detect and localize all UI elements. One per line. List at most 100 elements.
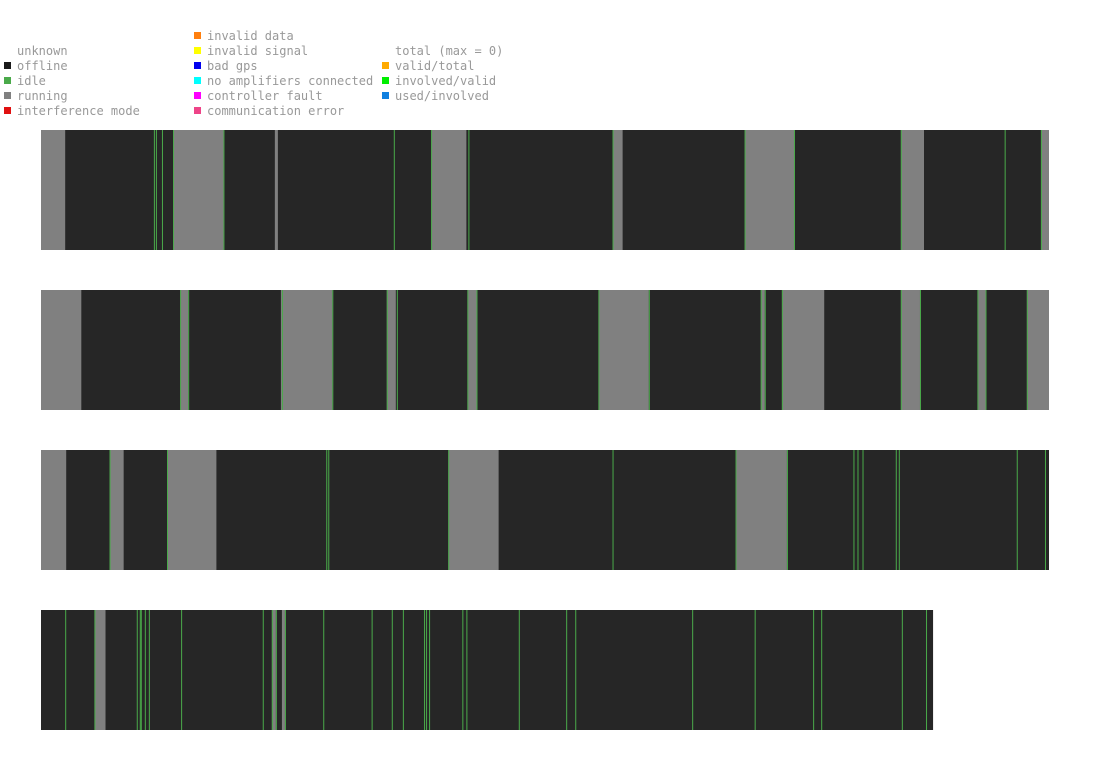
legend-label: interference mode — [17, 104, 140, 118]
idle-mark — [901, 610, 903, 730]
legend-label: involved/valid — [395, 74, 497, 88]
idle-mark — [1004, 130, 1006, 250]
idle-mark — [813, 610, 815, 730]
legend-swatch-interference-mode — [4, 107, 11, 114]
idle-mark — [180, 290, 182, 410]
legend-label: idle — [17, 74, 46, 88]
running-segment — [281, 610, 285, 730]
legend-swatch-running — [4, 92, 11, 99]
idle-mark — [977, 290, 979, 410]
idle-mark — [575, 610, 577, 730]
idle-mark — [786, 450, 788, 570]
idle-mark — [65, 610, 67, 730]
idle-mark — [148, 610, 150, 730]
running-segment — [41, 130, 66, 250]
idle-mark — [328, 450, 330, 570]
idle-mark — [223, 130, 225, 250]
idle-mark — [598, 290, 600, 410]
running-segment — [1040, 130, 1049, 250]
idle-mark — [566, 610, 568, 730]
legend-swatch-no-amplifiers-connected — [194, 77, 201, 84]
idle-mark — [1044, 450, 1046, 570]
idle-mark — [391, 610, 393, 730]
idle-mark — [857, 450, 859, 570]
running-segment — [612, 130, 623, 250]
running-segment — [977, 290, 986, 410]
idle-mark — [462, 610, 464, 730]
legend-swatch-idle — [4, 77, 11, 84]
idle-mark — [181, 610, 183, 730]
idle-mark — [985, 290, 987, 410]
legend-label: unknown — [17, 44, 68, 58]
legend-swatch-invalid-signal — [194, 47, 201, 54]
running-segment — [467, 290, 478, 410]
legend-swatch-involved-valid — [382, 77, 389, 84]
idle-mark — [754, 610, 756, 730]
idle-mark — [173, 130, 175, 250]
legend-swatch-used-involved — [382, 92, 389, 99]
legend-label: valid/total — [395, 59, 475, 73]
running-segment — [41, 450, 67, 570]
idle-mark — [1026, 290, 1028, 410]
idle-mark — [919, 290, 921, 410]
running-segment — [94, 610, 106, 730]
idle-mark — [332, 290, 334, 410]
running-segment — [736, 450, 787, 570]
running-segment — [173, 130, 224, 250]
legend-swatch-invalid-data — [194, 32, 201, 39]
idle-mark — [94, 610, 96, 730]
idle-mark — [167, 450, 168, 570]
legend-label: bad gps — [207, 59, 258, 73]
idle-mark — [161, 130, 163, 250]
idle-mark — [262, 610, 264, 730]
idle-mark — [1016, 450, 1018, 570]
idle-mark — [612, 130, 614, 250]
legend-label: invalid signal — [207, 44, 309, 58]
idle-mark — [467, 290, 469, 410]
idle-mark — [764, 290, 766, 410]
idle-mark — [144, 610, 146, 730]
idle-mark — [136, 610, 138, 730]
running-segment — [386, 290, 396, 410]
legend-label: used/involved — [395, 89, 489, 103]
legend-swatch-communication-error — [194, 107, 201, 114]
running-segment — [431, 130, 467, 250]
idle-mark — [468, 130, 470, 250]
idle-mark — [393, 130, 395, 250]
timeline-row-2 — [41, 290, 1049, 410]
running-segment — [598, 290, 649, 410]
idle-mark — [895, 450, 897, 570]
offline-segment — [41, 610, 934, 730]
idle-mark — [692, 610, 694, 730]
running-segment — [448, 450, 499, 570]
idle-mark — [448, 450, 450, 570]
idle-mark — [612, 450, 614, 570]
idle-mark — [396, 290, 398, 410]
idle-mark — [153, 130, 155, 250]
idle-mark — [155, 130, 157, 250]
running-segment — [41, 290, 82, 410]
legend-swatch-controller-fault — [194, 92, 201, 99]
idle-mark — [402, 610, 404, 730]
legend-swatch-valid-total — [382, 62, 389, 69]
idle-mark — [431, 130, 433, 250]
idle-mark — [518, 610, 520, 730]
idle-mark — [781, 290, 783, 410]
running-segment — [271, 610, 276, 730]
idle-mark — [898, 450, 900, 570]
legend-label: controller fault — [207, 89, 323, 103]
idle-mark — [326, 450, 328, 570]
idle-mark — [900, 130, 902, 250]
running-segment — [180, 290, 189, 410]
running-segment — [280, 290, 333, 410]
running-segment — [167, 450, 217, 570]
idle-mark — [188, 290, 190, 410]
running-segment — [1026, 290, 1049, 410]
idle-mark — [926, 610, 928, 730]
legend-swatch-offline — [4, 62, 11, 69]
idle-mark — [476, 290, 478, 410]
offline-segment — [41, 290, 1049, 410]
timeline-row-4 — [41, 610, 934, 730]
idle-mark — [900, 290, 902, 410]
legend-label: invalid data — [207, 29, 294, 43]
